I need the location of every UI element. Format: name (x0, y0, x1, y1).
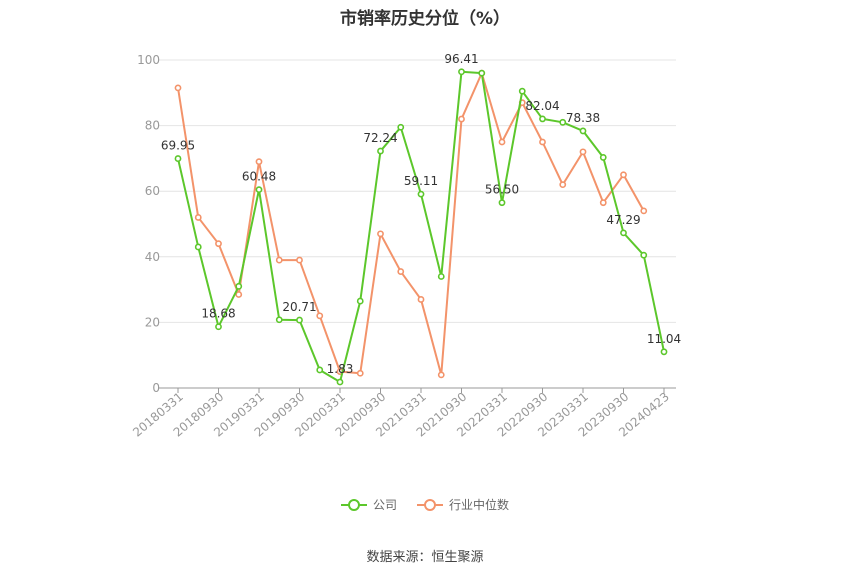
data-point[interactable] (599, 199, 607, 207)
data-point[interactable] (215, 240, 222, 248)
data-point[interactable] (437, 273, 445, 280)
data-point[interactable] (194, 214, 202, 221)
data-labels: 69.95 18.68 60.48 20.71 1.83 72.24 59.11 96.41 5… (161, 52, 681, 376)
data-point[interactable] (498, 199, 506, 207)
data-point[interactable] (296, 316, 303, 324)
data-point[interactable] (417, 296, 425, 303)
data-point[interactable] (275, 256, 283, 264)
data-source: 数据来源：恒生聚源 (366, 550, 484, 565)
data-point[interactable] (356, 369, 364, 377)
data-point[interactable] (579, 127, 587, 135)
data-point[interactable] (417, 190, 425, 198)
data-point[interactable] (397, 123, 405, 131)
line-chart: 0204060801002018033120180930201903312019… (130, 52, 681, 440)
data-point[interactable] (377, 230, 384, 238)
legend-label-industry-median: 行业中位数 (449, 498, 510, 512)
data-point[interactable] (296, 256, 303, 264)
data-point[interactable] (174, 155, 182, 162)
y-tick-label: 100 (137, 53, 160, 67)
data-label: 82.04 (525, 99, 559, 113)
legend-swatch-industry-icon (417, 498, 443, 511)
data-point[interactable] (235, 291, 243, 298)
series-lines (174, 68, 668, 386)
data-point[interactable] (640, 251, 648, 259)
data-label: 56.50 (485, 183, 519, 197)
data-point[interactable] (559, 118, 567, 126)
data-point[interactable] (458, 115, 465, 123)
data-label: 60.48 (242, 170, 276, 184)
data-point[interactable] (316, 312, 324, 320)
legend-label-company: 公司 (372, 498, 397, 512)
data-point[interactable] (235, 282, 243, 290)
legend-item-industry-median[interactable]: 行业中位数 (417, 496, 509, 513)
data-label: 69.95 (161, 139, 195, 153)
data-point[interactable] (397, 268, 405, 275)
y-tick-label: 20 (145, 315, 160, 329)
data-point[interactable] (275, 316, 283, 324)
data-label: 47.29 (606, 213, 640, 227)
data-point[interactable] (539, 115, 546, 123)
data-label: 78.38 (566, 111, 600, 125)
data-point[interactable] (174, 84, 182, 92)
y-tick-label: 80 (145, 119, 160, 133)
data-point[interactable] (620, 171, 627, 179)
data-point[interactable] (599, 154, 607, 161)
data-point[interactable] (255, 186, 263, 194)
y-tick-label: 0 (152, 381, 160, 395)
data-label: 1.83 (327, 362, 354, 376)
data-point[interactable] (215, 323, 222, 331)
data-point[interactable] (377, 147, 384, 155)
data-point[interactable] (478, 69, 486, 77)
grid-lines (158, 59, 676, 323)
data-label: 72.24 (363, 131, 397, 145)
data-point[interactable] (579, 148, 587, 156)
data-label: 20.71 (282, 300, 316, 314)
data-point[interactable] (316, 366, 324, 374)
legend-swatch-company-icon (340, 498, 367, 511)
data-point[interactable] (518, 87, 526, 95)
legend-item-company[interactable]: 公司 (340, 496, 397, 513)
series-line-industry-median (177, 72, 645, 376)
y-tick-label: 60 (145, 184, 160, 198)
data-point[interactable] (458, 68, 465, 76)
data-label: 11.04 (647, 332, 681, 346)
data-point[interactable] (640, 207, 648, 215)
data-label: 18.68 (201, 307, 235, 321)
data-label: 59.11 (404, 174, 438, 188)
y-tick-label: 40 (145, 250, 160, 264)
legend: 公司 行业中位数 (0, 496, 850, 513)
data-point[interactable] (660, 348, 668, 356)
data-point[interactable] (539, 138, 546, 146)
data-point[interactable] (255, 158, 263, 166)
data-point[interactable] (437, 371, 445, 379)
data-point[interactable] (356, 297, 364, 305)
data-point[interactable] (620, 229, 627, 237)
data-point[interactable] (194, 243, 202, 251)
data-point[interactable] (559, 181, 567, 189)
data-label: 96.41 (444, 52, 478, 66)
chart-title: 市销率历史分位（%） (339, 9, 511, 29)
data-point[interactable] (336, 378, 344, 386)
data-point[interactable] (498, 138, 506, 146)
